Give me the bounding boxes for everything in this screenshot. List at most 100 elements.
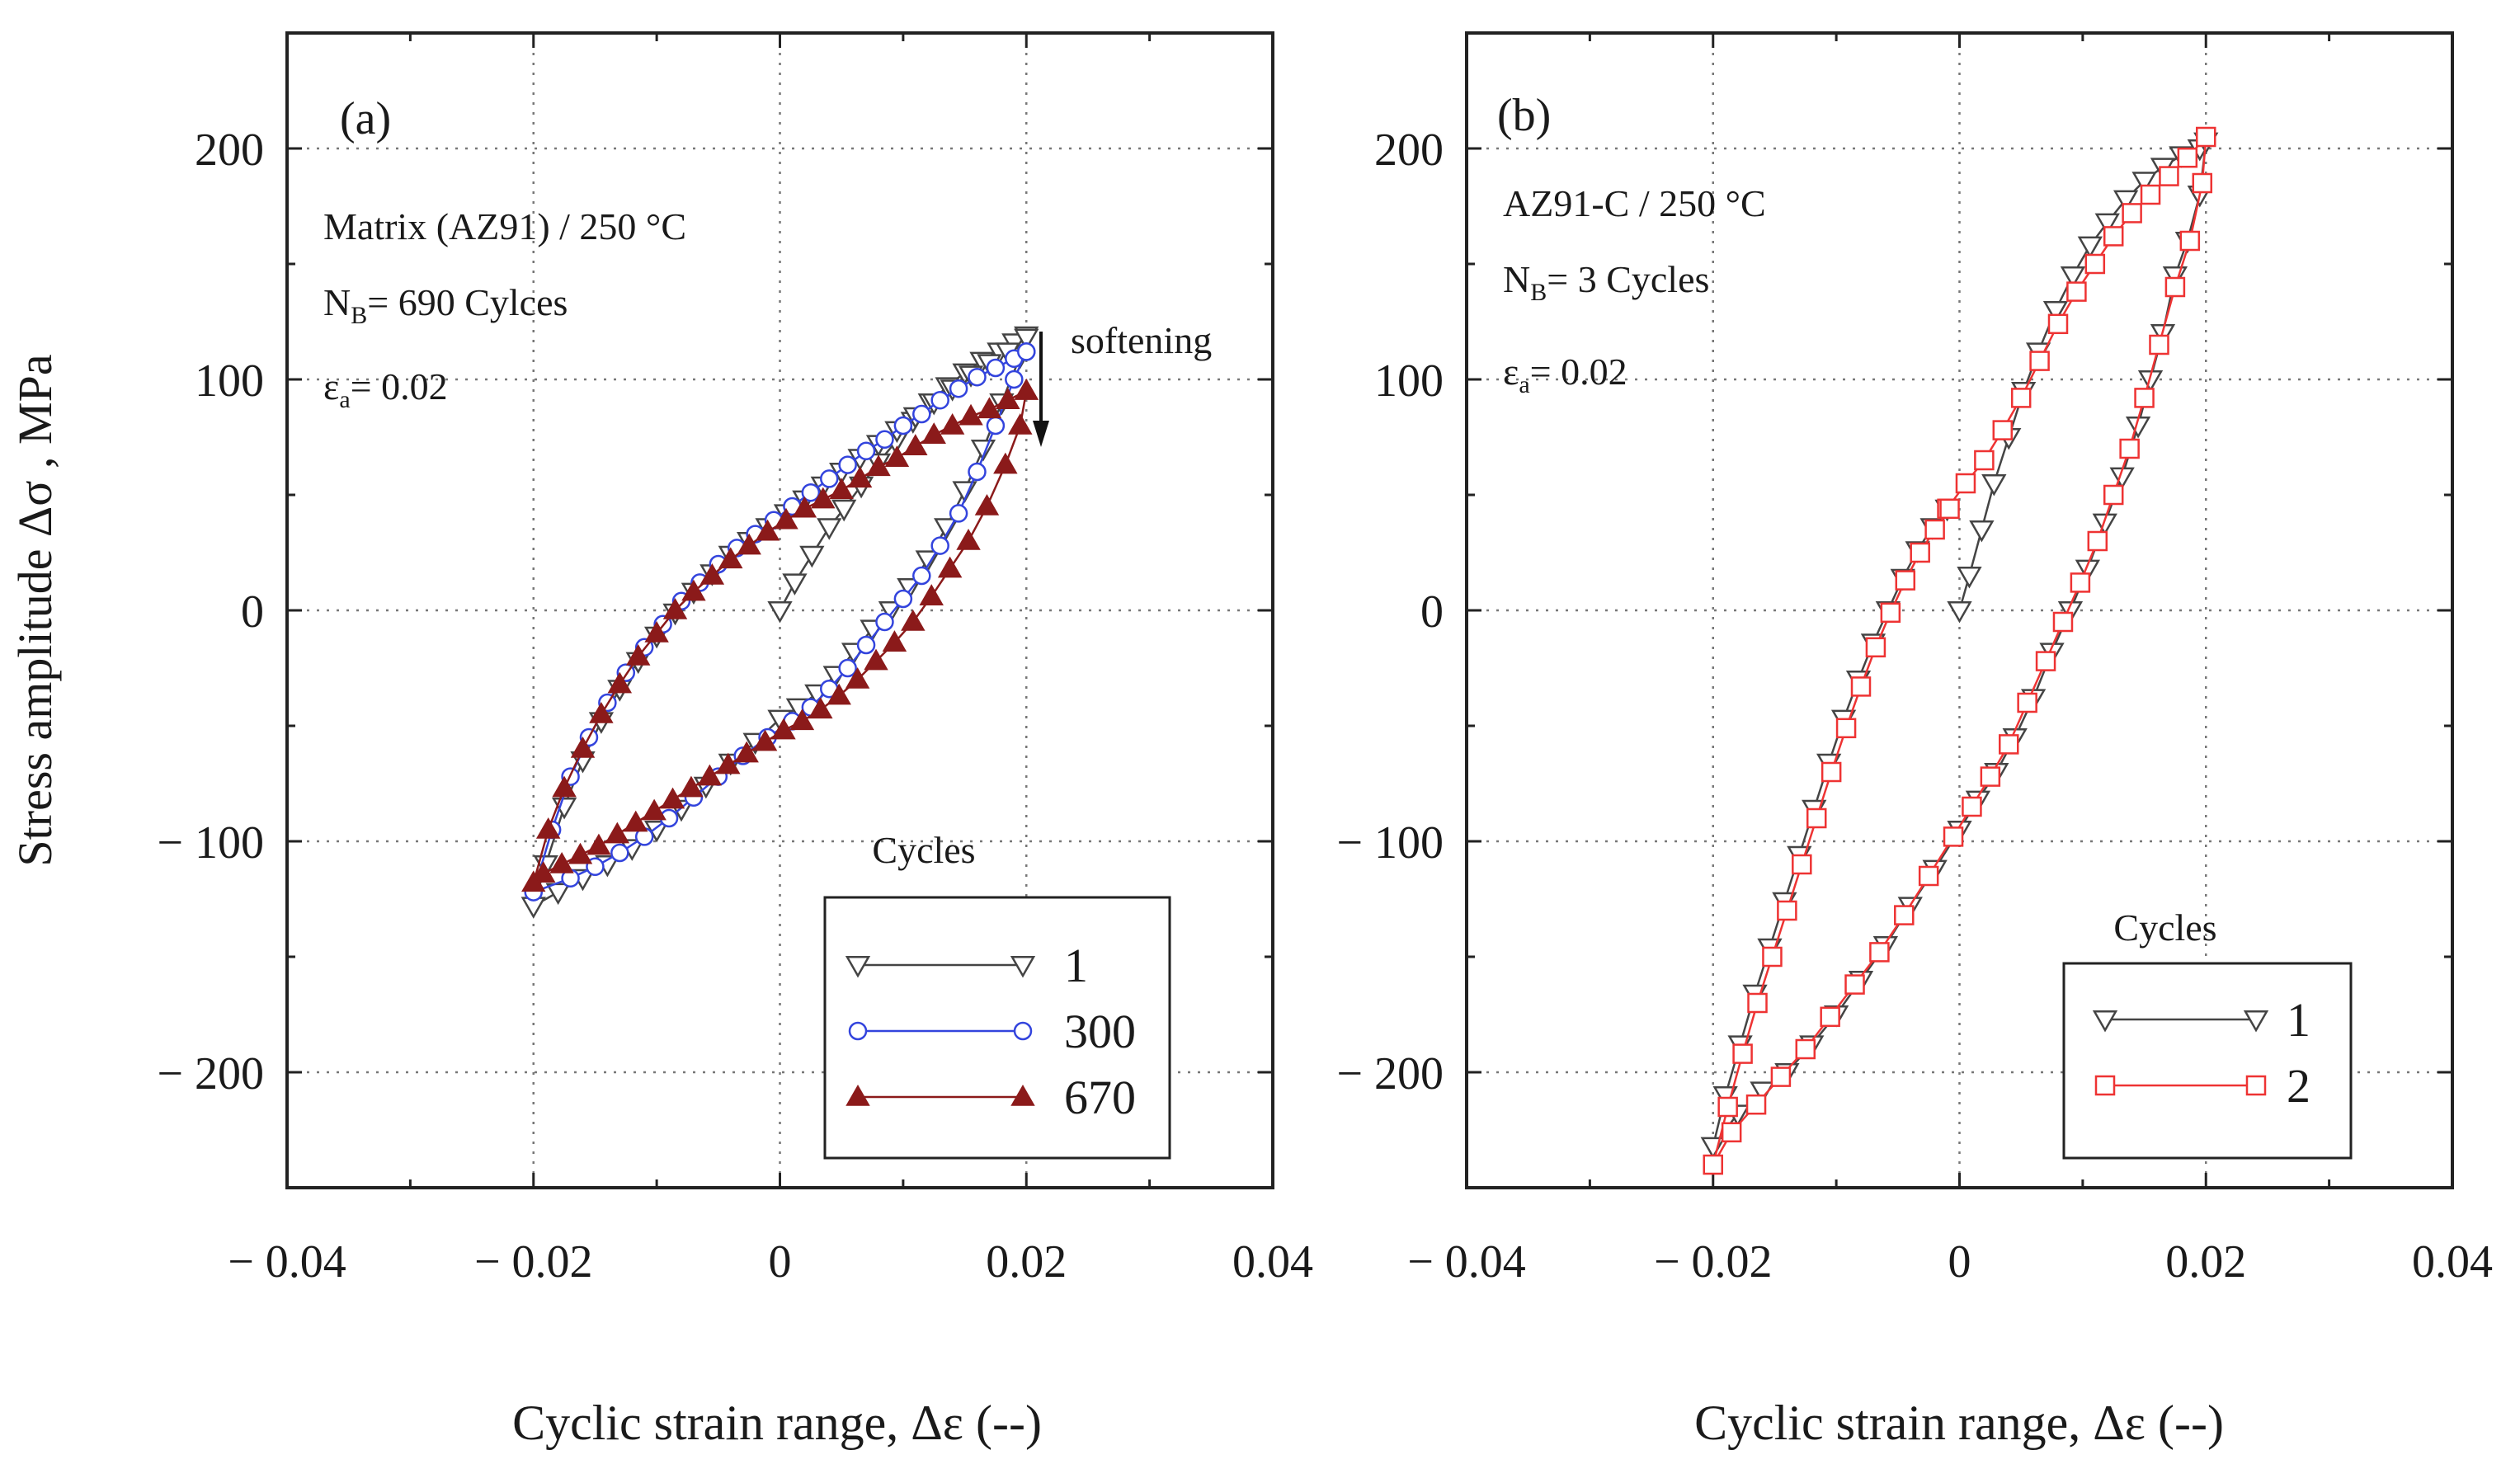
legend-a: 1 300 670 bbox=[845, 939, 1136, 1124]
data-point bbox=[2131, 172, 2157, 194]
data-point bbox=[570, 736, 596, 758]
data-point bbox=[792, 496, 817, 518]
data-point bbox=[901, 609, 926, 631]
series-2 bbox=[1703, 126, 2216, 1175]
legend-entry: 1 bbox=[2092, 993, 2310, 1047]
legend-marker bbox=[2092, 1010, 2118, 1033]
nb-suffix-b: = 3 Cycles bbox=[1547, 258, 1709, 300]
data-point bbox=[2057, 601, 2084, 624]
data-point bbox=[1008, 412, 1033, 435]
x-tick-label: − 0.04 bbox=[1407, 1236, 1526, 1288]
data-point bbox=[2060, 266, 2086, 289]
x-tick-label: 0.04 bbox=[1232, 1236, 1313, 1288]
y-tick-label: 100 bbox=[1374, 355, 1444, 407]
data-point bbox=[1981, 474, 2007, 497]
y-tick-label: − 100 bbox=[1336, 817, 1444, 869]
data-point bbox=[893, 589, 913, 609]
legend-marker bbox=[2245, 1075, 2267, 1096]
data-point bbox=[2134, 388, 2155, 408]
data-point bbox=[1850, 676, 1872, 697]
data-point bbox=[2179, 230, 2201, 252]
data-point bbox=[845, 666, 870, 689]
data-point bbox=[1014, 378, 1039, 400]
nb-sub-b: B bbox=[1530, 279, 1547, 306]
data-point bbox=[2192, 172, 2213, 194]
data-point bbox=[1895, 570, 1916, 591]
data-point bbox=[660, 787, 685, 809]
data-point bbox=[930, 390, 949, 410]
data-point bbox=[2077, 236, 2103, 259]
data-point bbox=[817, 518, 842, 540]
ea-prefix-b: ε bbox=[1503, 351, 1519, 393]
ticks-b: − 0.04 − 0.02 0 0.02 0.04 − 200 − 100 0 100 200 bbox=[1336, 31, 2493, 1288]
data-point bbox=[856, 635, 876, 655]
data-point bbox=[977, 397, 1002, 419]
x-axis-label-b: Cyclic strain range, Δε (--) bbox=[1694, 1396, 2224, 1450]
data-point bbox=[789, 709, 815, 731]
material-label-a: Matrix (AZ91) / 250 °C bbox=[323, 205, 686, 247]
nb-label-a: NB= 690 Cylces bbox=[323, 281, 568, 329]
data-point bbox=[808, 697, 833, 719]
panel-a: − 0.04 − 0.02 0 0.02 0.04 − 200 − 100 0 100 200 (… bbox=[157, 31, 1313, 1450]
data-point bbox=[774, 507, 798, 530]
panel-b: − 0.04 − 0.02 0 0.02 0.04 − 200 − 100 0 100 200 (… bbox=[1336, 31, 2493, 1450]
data-point bbox=[801, 483, 821, 502]
data-point bbox=[1924, 519, 1945, 540]
data-point bbox=[2010, 388, 2032, 408]
data-point bbox=[1703, 1154, 1723, 1175]
data-point bbox=[1974, 450, 1995, 471]
data-point bbox=[2113, 190, 2139, 213]
data-point bbox=[1939, 498, 1960, 520]
data-point bbox=[552, 775, 577, 798]
data-point bbox=[782, 573, 808, 596]
nb-prefix-a: N bbox=[323, 281, 351, 323]
material-label-b: AZ91-C / 250 °C bbox=[1503, 182, 1766, 224]
data-point bbox=[545, 883, 571, 906]
data-point bbox=[2029, 351, 2050, 371]
data-point bbox=[771, 718, 796, 740]
y-tick-label: 100 bbox=[195, 355, 264, 407]
y-tick-label: 200 bbox=[195, 125, 264, 176]
data-point bbox=[1770, 1066, 1792, 1087]
data-point bbox=[974, 493, 1000, 516]
nb-suffix-a: = 690 Cylces bbox=[367, 281, 568, 323]
data-point bbox=[1717, 1096, 1738, 1118]
ea-sub-a: a bbox=[339, 386, 350, 413]
data-point bbox=[535, 817, 561, 839]
data-point bbox=[752, 729, 778, 751]
y-tick-label: 200 bbox=[1374, 125, 1444, 176]
data-point bbox=[589, 701, 614, 723]
data-point bbox=[2159, 166, 2179, 186]
softening-label: softening bbox=[1071, 319, 1212, 361]
legend-box-a bbox=[823, 896, 1171, 1160]
data-point bbox=[831, 499, 857, 522]
ea-sub-b: a bbox=[1519, 371, 1529, 398]
softening-arrow-icon bbox=[1033, 332, 1049, 447]
data-point bbox=[734, 741, 759, 763]
data-point bbox=[2070, 572, 2091, 593]
legend-label: 670 bbox=[1064, 1071, 1136, 1124]
data-point bbox=[2119, 438, 2140, 459]
data-point bbox=[829, 478, 854, 500]
legend-label: 1 bbox=[2287, 993, 2310, 1047]
data-point bbox=[1894, 905, 1915, 925]
data-point bbox=[1992, 420, 2014, 440]
data-point bbox=[882, 630, 907, 652]
data-point bbox=[838, 455, 857, 474]
data-point bbox=[1821, 761, 1842, 783]
data-point bbox=[1962, 796, 1982, 817]
data-point bbox=[1999, 734, 2019, 755]
data-point bbox=[767, 601, 793, 624]
data-point bbox=[2042, 301, 2069, 323]
legend-entry: 2 bbox=[2094, 1059, 2310, 1113]
series-a bbox=[520, 326, 1039, 919]
data-point bbox=[1955, 473, 1976, 494]
data-point bbox=[681, 579, 706, 601]
data-point bbox=[875, 430, 894, 450]
data-point bbox=[986, 358, 1006, 378]
x-tick-label: − 0.02 bbox=[474, 1236, 593, 1288]
panel-label-b: (b) bbox=[1497, 90, 1551, 141]
data-point bbox=[644, 620, 669, 643]
data-point bbox=[866, 454, 891, 477]
